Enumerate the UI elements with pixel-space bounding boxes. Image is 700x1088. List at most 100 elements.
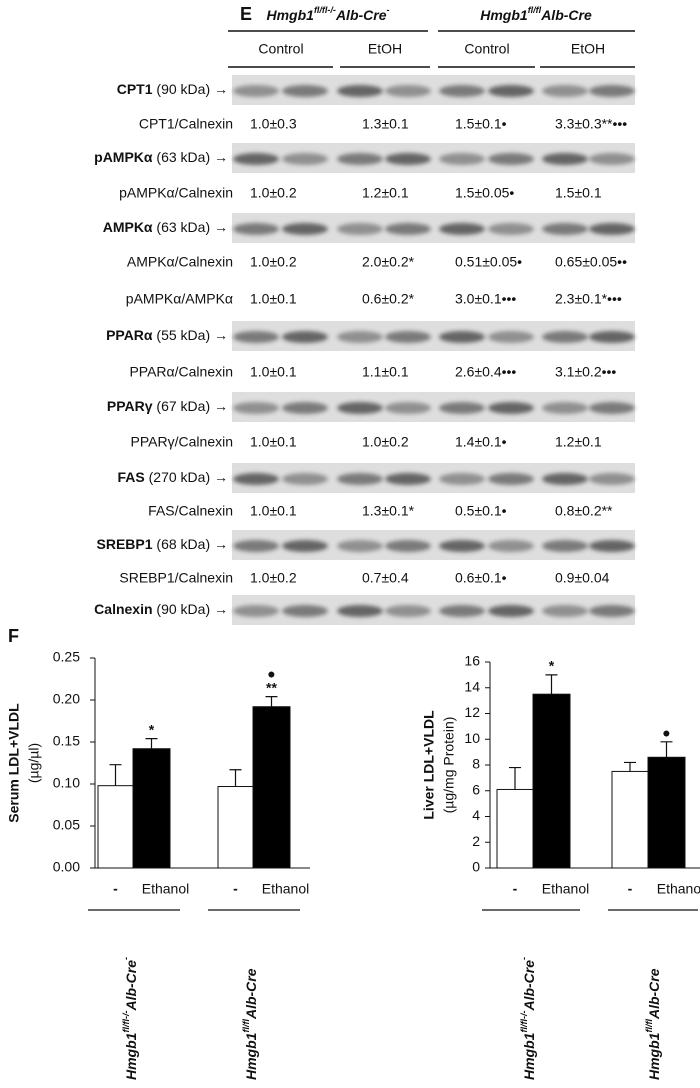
ratio-value: 1.0±0.3 [250, 116, 297, 132]
gene-superscript: fl/fl-/- [314, 5, 336, 15]
gene-superscript: fl/fl [241, 1019, 251, 1033]
arrow: → [210, 327, 228, 343]
blot-band [385, 605, 431, 617]
blot-band [488, 605, 534, 617]
blot-band [439, 85, 485, 97]
ratio-value: 1.5±0.1 [555, 185, 602, 201]
cre-superscript: - [519, 957, 529, 960]
blot-band [385, 223, 431, 235]
blot-band [542, 605, 588, 617]
blot-strip [232, 463, 635, 493]
gene: Hmgb1 [266, 7, 314, 23]
bar [97, 785, 134, 869]
blot-band [385, 85, 431, 97]
blot-band [488, 153, 534, 165]
error-bar [109, 764, 122, 786]
blot-band [282, 540, 328, 552]
ratio-value: 1.3±0.1 [362, 116, 409, 132]
blot-band [589, 331, 635, 343]
blot-band [233, 540, 279, 552]
error-bar [509, 766, 521, 790]
blot-band [589, 223, 635, 235]
blot-band [439, 605, 485, 617]
blot-band [282, 223, 328, 235]
blot-band [233, 85, 279, 97]
x-tick-label: - [513, 881, 518, 897]
blot-strip [232, 392, 635, 422]
blot-band [488, 331, 534, 343]
kda: (67 kDa) [156, 398, 210, 414]
panel-label: F [8, 626, 19, 646]
blot-band [488, 85, 534, 97]
blot-band [542, 540, 588, 552]
blot-band [439, 223, 485, 235]
y-tick-label: 0 [472, 859, 480, 875]
blot-label: CPT1 (90 kDa) → [117, 81, 228, 97]
blot-band [233, 153, 279, 165]
blot-strip [232, 75, 635, 105]
kda: (90 kDa) [156, 601, 210, 617]
y-axis-title: Serum LDL+VLDL [6, 703, 22, 823]
kda: (68 kDa) [156, 536, 210, 552]
blot-band [488, 223, 534, 235]
gene: Hmgb1 [480, 7, 528, 23]
y-tick-label: 12 [464, 704, 480, 720]
gene-superscript: fl/fl [644, 1019, 654, 1033]
ratio-value: 2.3±0.1*••• [555, 291, 622, 307]
blot-band [337, 331, 383, 343]
blot-band [542, 85, 588, 97]
ratio-value: 2.6±0.4••• [455, 364, 516, 380]
y-axis-unit: (µg/mg Protein) [441, 717, 457, 814]
significance-mark: * [549, 658, 555, 674]
kda: (90 kDa) [156, 81, 210, 97]
blot-band [337, 605, 383, 617]
ratio-value: 1.0±0.2 [362, 434, 409, 450]
y-tick-label: 0.20 [53, 691, 80, 707]
ratio-value: 1.0±0.1 [250, 364, 297, 380]
ratio-label: SREBP1/Calnexin [119, 570, 233, 586]
arrow: → [210, 469, 228, 485]
blot-strip [232, 321, 635, 351]
kda: (63 kDa) [156, 219, 210, 235]
ratio-value: 0.7±0.4 [362, 570, 409, 586]
ratio-value: 1.5±0.1• [455, 116, 507, 132]
y-tick-label: 16 [464, 653, 480, 669]
gene: Hmgb1 [123, 1032, 139, 1080]
condition-label: EtOH [368, 41, 402, 57]
blot-band [542, 402, 588, 414]
significance-mark: ** [266, 679, 277, 695]
ratio-value: 1.0±0.2 [250, 185, 297, 201]
blot-band [282, 153, 328, 165]
blot-band [385, 540, 431, 552]
blot-band [282, 473, 328, 485]
condition-label: EtOH [571, 41, 605, 57]
blot-band [337, 473, 383, 485]
cre: Alb-Cre [335, 7, 387, 23]
gene: Hmgb1 [646, 1032, 662, 1080]
blot-label: AMPKα (63 kDa) → [103, 219, 228, 235]
blot-band [233, 473, 279, 485]
protein: SREBP1 [97, 536, 153, 552]
ratio-value: 0.51±0.05• [455, 254, 522, 270]
protein: pAMPKα [94, 149, 153, 165]
ratio-value: 0.65±0.05•• [555, 254, 627, 270]
protein: PPARγ [107, 398, 153, 414]
ratio-value: 0.6±0.1• [455, 570, 507, 586]
y-tick-label: 0.05 [53, 817, 80, 833]
x-tick-label: Ethanol [262, 881, 309, 897]
ratio-value: 2.0±0.2* [362, 254, 415, 270]
blot-band [439, 153, 485, 165]
arrow: → [210, 219, 228, 235]
y-axis-title: Liver LDL+VLDL [421, 710, 437, 820]
blot-band [233, 331, 279, 343]
bar [496, 788, 534, 869]
protein: AMPKα [103, 219, 153, 235]
ratio-value: 3.0±0.1••• [455, 291, 516, 307]
y-tick-label: 0.00 [53, 859, 80, 875]
ratio-label: AMPKα/Calnexin [127, 254, 233, 270]
blot-strip [232, 530, 635, 560]
y-tick-label: 0.10 [53, 775, 80, 791]
blot-band [282, 85, 328, 97]
blot-band [337, 153, 383, 165]
genotype-label: Hmgb1fl/flAlb-Cre [644, 968, 661, 1080]
